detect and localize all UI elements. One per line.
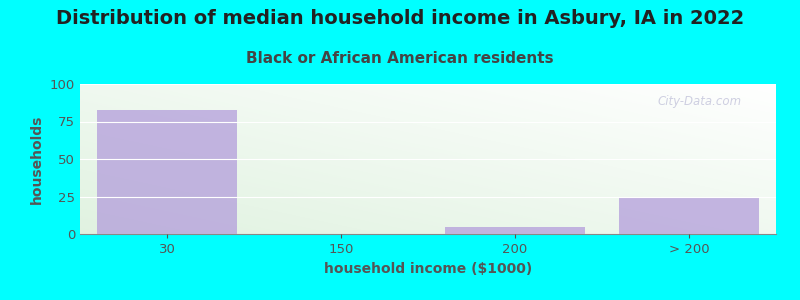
Text: Distribution of median household income in Asbury, IA in 2022: Distribution of median household income … xyxy=(56,9,744,28)
Bar xyxy=(619,196,758,234)
Text: Black or African American residents: Black or African American residents xyxy=(246,51,554,66)
Bar xyxy=(98,110,237,234)
Bar xyxy=(446,226,585,234)
Y-axis label: households: households xyxy=(30,114,44,204)
Text: City-Data.com: City-Data.com xyxy=(657,94,741,107)
X-axis label: household income ($1000): household income ($1000) xyxy=(324,262,532,276)
